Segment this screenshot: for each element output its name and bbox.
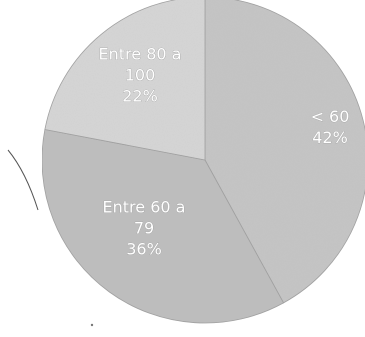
slice-label-line: 100 <box>125 66 156 85</box>
scan-speck <box>90 323 94 327</box>
slice-label-0: < 60 42% <box>311 107 350 147</box>
slice-label-line: 36% <box>126 240 162 259</box>
slice-label-2: Entre 80 a 100 22% <box>99 45 182 106</box>
pie-slice-1 <box>41 128 285 324</box>
pie-slices <box>41 0 365 324</box>
scan-mark-line <box>7 149 39 211</box>
slice-label-1: Entre 60 a 79 36% <box>103 198 186 259</box>
slice-label-line: 79 <box>134 219 154 238</box>
slice-label-line: Entre 80 a <box>99 45 182 64</box>
slice-label-line: 22% <box>122 87 158 106</box>
pie-slice-2 <box>44 0 206 161</box>
pie-labels: < 60 42% Entre 60 a 79 36% Entre 80 a 100 22% <box>98 44 350 259</box>
slice-label-line: Entre 60 a <box>103 198 186 217</box>
pie-slice-0 <box>204 0 365 304</box>
slice-label-line: < 60 <box>311 107 350 126</box>
slice-label-line: 42% <box>312 128 348 147</box>
